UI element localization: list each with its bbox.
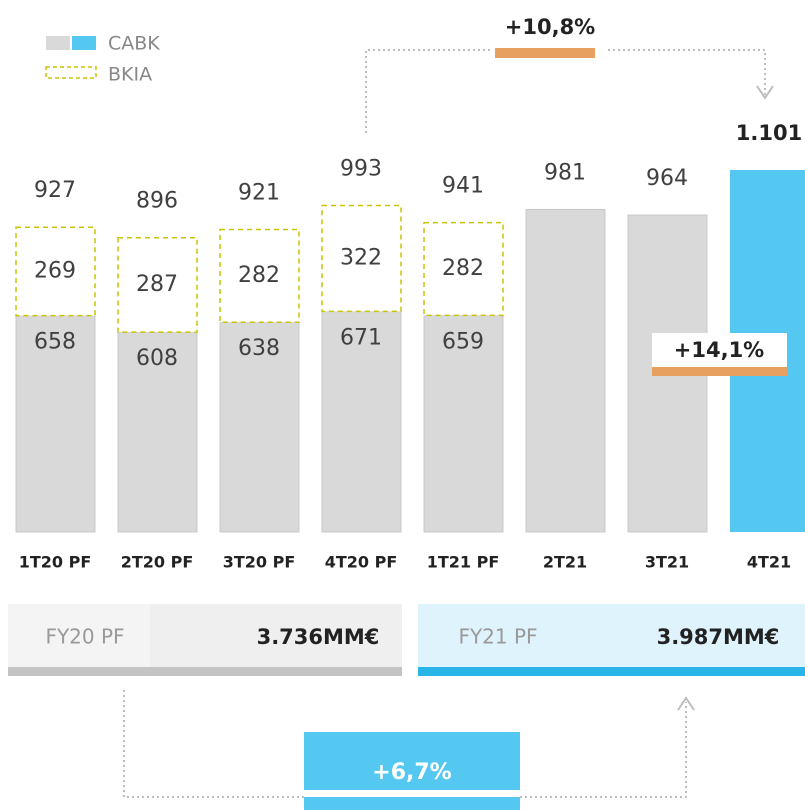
legend-label: CABK	[108, 33, 160, 55]
legend-swatch	[45, 66, 97, 79]
bar	[525, 208, 606, 533]
x-tick-label: 2T21	[543, 553, 587, 572]
connector	[123, 690, 687, 798]
summary-box	[418, 604, 805, 667]
connector	[365, 49, 766, 133]
annotation: +6,7%	[372, 760, 451, 785]
total-label: 927	[34, 178, 76, 203]
value-label: 322	[340, 245, 382, 270]
total-label: 964	[646, 166, 688, 191]
total-label: 921	[238, 181, 280, 206]
summary-bar	[418, 667, 805, 676]
total-label: 896	[136, 189, 178, 214]
summary-label: FY20 PF	[45, 625, 124, 649]
accent-bar	[495, 48, 595, 58]
annotation: +10,8%	[505, 15, 595, 39]
x-tick-label: 2T20 PF	[121, 553, 194, 572]
arrow	[756, 85, 774, 100]
value-label: 659	[442, 329, 484, 354]
value-label: 608	[136, 346, 178, 371]
summary-bar	[8, 667, 402, 676]
legend-label: BKIA	[108, 64, 152, 86]
total-label: 993	[340, 157, 382, 182]
growth-box	[304, 797, 520, 810]
x-tick-label: 1T20 PF	[19, 553, 92, 572]
bar	[423, 314, 504, 533]
value-label: 269	[34, 258, 76, 283]
x-tick-label: 4T20 PF	[325, 553, 398, 572]
annotation-box	[652, 333, 787, 367]
summary-label: FY21 PF	[458, 625, 537, 649]
bar	[423, 221, 504, 317]
legend-swatch	[72, 36, 96, 50]
summary-value: 3.736MM€	[257, 625, 380, 649]
bar	[219, 321, 300, 533]
x-tick-label: 3T20 PF	[223, 553, 296, 572]
x-tick-label: 1T21 PF	[427, 553, 500, 572]
total-label: 941	[442, 174, 484, 199]
total-label: 1.101	[736, 121, 802, 145]
value-label: 658	[34, 330, 76, 355]
bar	[117, 236, 198, 333]
summary-value: 3.987MM€	[657, 625, 780, 649]
total-label: 981	[544, 160, 586, 185]
value-label: 282	[442, 256, 484, 281]
bar	[321, 204, 402, 313]
value-label: 671	[340, 325, 382, 350]
bar	[15, 226, 96, 317]
accent-bar	[652, 367, 787, 376]
growth-box	[304, 732, 520, 790]
value-label: 638	[238, 336, 280, 361]
bar	[321, 310, 402, 533]
value-label: 287	[136, 272, 178, 297]
value-label: 282	[238, 263, 280, 288]
x-tick-label: 4T21	[747, 553, 791, 572]
summary-box	[8, 604, 150, 667]
bar	[117, 331, 198, 533]
legend-swatch	[46, 36, 70, 50]
bar	[219, 228, 300, 323]
x-tick-label: 3T21	[645, 553, 689, 572]
arrow	[677, 696, 695, 711]
annotation: +14,1%	[674, 338, 764, 362]
